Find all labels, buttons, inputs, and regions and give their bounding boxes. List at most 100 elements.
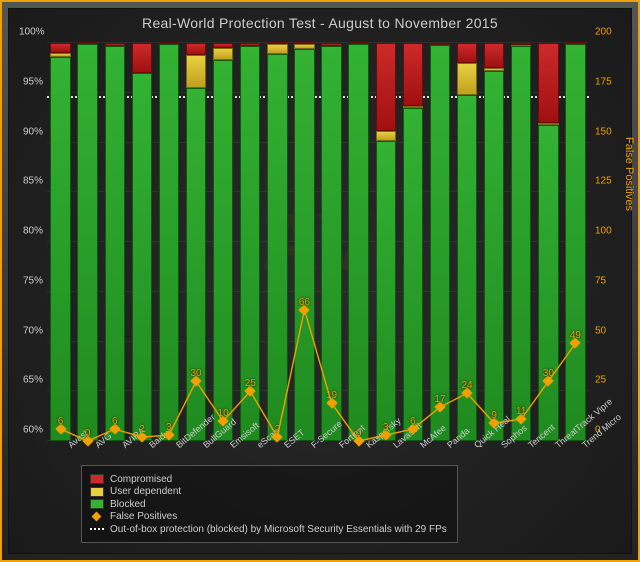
- seg-blocked: [511, 46, 531, 441]
- fp-value-label: 24: [461, 380, 472, 391]
- bar-column: [348, 43, 368, 441]
- seg-user: [484, 68, 504, 71]
- fp-value-label: 30: [190, 368, 201, 379]
- seg-comp: [484, 43, 504, 68]
- y-left-tick: 80%: [19, 226, 43, 237]
- seg-comp: [403, 43, 423, 106]
- seg-user: [186, 55, 206, 88]
- fp-value-label: 10: [218, 408, 229, 419]
- fp-value-label: 2: [139, 424, 145, 435]
- legend-item-blocked: Blocked: [90, 499, 447, 510]
- seg-blocked: [538, 125, 558, 441]
- seg-user: [294, 44, 314, 49]
- y-right-tick: 100: [595, 226, 619, 237]
- fp-value-label: 25: [245, 378, 256, 389]
- y-left-tick: 85%: [19, 176, 43, 187]
- seg-user: [267, 44, 287, 54]
- seg-comp: [348, 42, 368, 44]
- y-left-tick: 60%: [19, 425, 43, 436]
- seg-user: [403, 106, 423, 108]
- seg-blocked: [213, 60, 233, 441]
- seg-comp: [430, 43, 450, 45]
- seg-comp: [77, 42, 97, 44]
- legend-box: CompromisedUser dependent BlockedFalse Po…: [81, 465, 458, 543]
- seg-blocked: [50, 57, 70, 441]
- fp-value-label: 11: [516, 406, 526, 417]
- seg-user: [457, 63, 477, 95]
- fp-value-label: 3: [166, 422, 172, 433]
- bar-column: [267, 43, 287, 441]
- seg-blocked: [77, 44, 97, 441]
- seg-comp: [186, 43, 206, 55]
- seg-comp: [267, 42, 287, 44]
- fp-value-label: 6: [410, 416, 416, 427]
- seg-comp: [159, 42, 179, 44]
- legend-swatch: [90, 474, 104, 484]
- y-right-tick: 175: [595, 76, 619, 87]
- chart-title: Real-World Protection Test - August to N…: [9, 9, 631, 31]
- seg-user: [538, 123, 558, 125]
- seg-blocked: [376, 141, 396, 441]
- y-right-tick: 25: [595, 375, 619, 386]
- seg-comp: [321, 43, 341, 46]
- fp-value-label: 6: [58, 416, 64, 427]
- seg-user: [50, 53, 70, 57]
- legend-item-fp: False Positives: [90, 511, 447, 522]
- seg-blocked: [159, 44, 179, 441]
- seg-comp: [213, 43, 233, 48]
- seg-user: [213, 48, 233, 60]
- fp-value-label: 49: [570, 330, 581, 341]
- fp-value-label: 0: [85, 428, 91, 439]
- legend-label: Compromised: [110, 474, 172, 485]
- bar-column: [159, 43, 179, 441]
- legend-label: Out-of-box protection (blocked) by Micro…: [110, 524, 447, 535]
- seg-blocked: [294, 49, 314, 441]
- legend-swatch: [90, 487, 104, 497]
- seg-comp: [132, 43, 152, 73]
- seg-blocked: [484, 71, 504, 441]
- fp-value-label: 66: [299, 296, 310, 307]
- y-left-tick: 90%: [19, 126, 43, 137]
- y-right-tick: 150: [595, 126, 619, 137]
- y-right-title: False Positives: [623, 137, 635, 211]
- legend-item-dot: Out-of-box protection (blocked) by Micro…: [90, 524, 447, 535]
- y-right-tick: 125: [595, 176, 619, 187]
- y-left-tick: 95%: [19, 76, 43, 87]
- y-right-tick: 200: [595, 27, 619, 38]
- y-left-tick: 100%: [19, 27, 43, 38]
- y-right-tick: 50: [595, 325, 619, 336]
- seg-blocked: [132, 73, 152, 441]
- legend-label: False Positives: [110, 511, 177, 522]
- seg-comp: [511, 43, 531, 45]
- seg-comp: [565, 42, 585, 44]
- bar-column: [213, 43, 233, 441]
- seg-blocked: [565, 44, 585, 441]
- legend-item-user: User dependent: [90, 486, 447, 497]
- bar-column: [511, 43, 531, 441]
- y-left-tick: 75%: [19, 275, 43, 286]
- seg-blocked: [430, 45, 450, 441]
- seg-comp: [457, 43, 477, 63]
- legend-swatch: [90, 499, 104, 509]
- seg-comp: [50, 43, 70, 53]
- bar-column: [294, 43, 314, 441]
- bar-column: [77, 43, 97, 441]
- fp-value-label: 30: [543, 368, 554, 379]
- legend-label: User dependent: [110, 486, 181, 497]
- bar-column: [403, 43, 423, 441]
- bar-column: [484, 43, 504, 441]
- bar-column: [132, 43, 152, 441]
- seg-comp: [294, 42, 314, 44]
- seg-blocked: [321, 46, 341, 441]
- fp-value-label: 6: [112, 416, 118, 427]
- seg-user: [376, 131, 396, 141]
- bar-column: [105, 43, 125, 441]
- y-right-tick: 75: [595, 275, 619, 286]
- bar-column: [376, 43, 396, 441]
- seg-comp: [376, 43, 396, 131]
- seg-comp: [105, 43, 125, 46]
- bar-column: [50, 43, 70, 441]
- legend-swatch: [90, 524, 104, 534]
- seg-comp: [538, 43, 558, 123]
- chart-inner: Real-World Protection Test - August to N…: [8, 8, 632, 554]
